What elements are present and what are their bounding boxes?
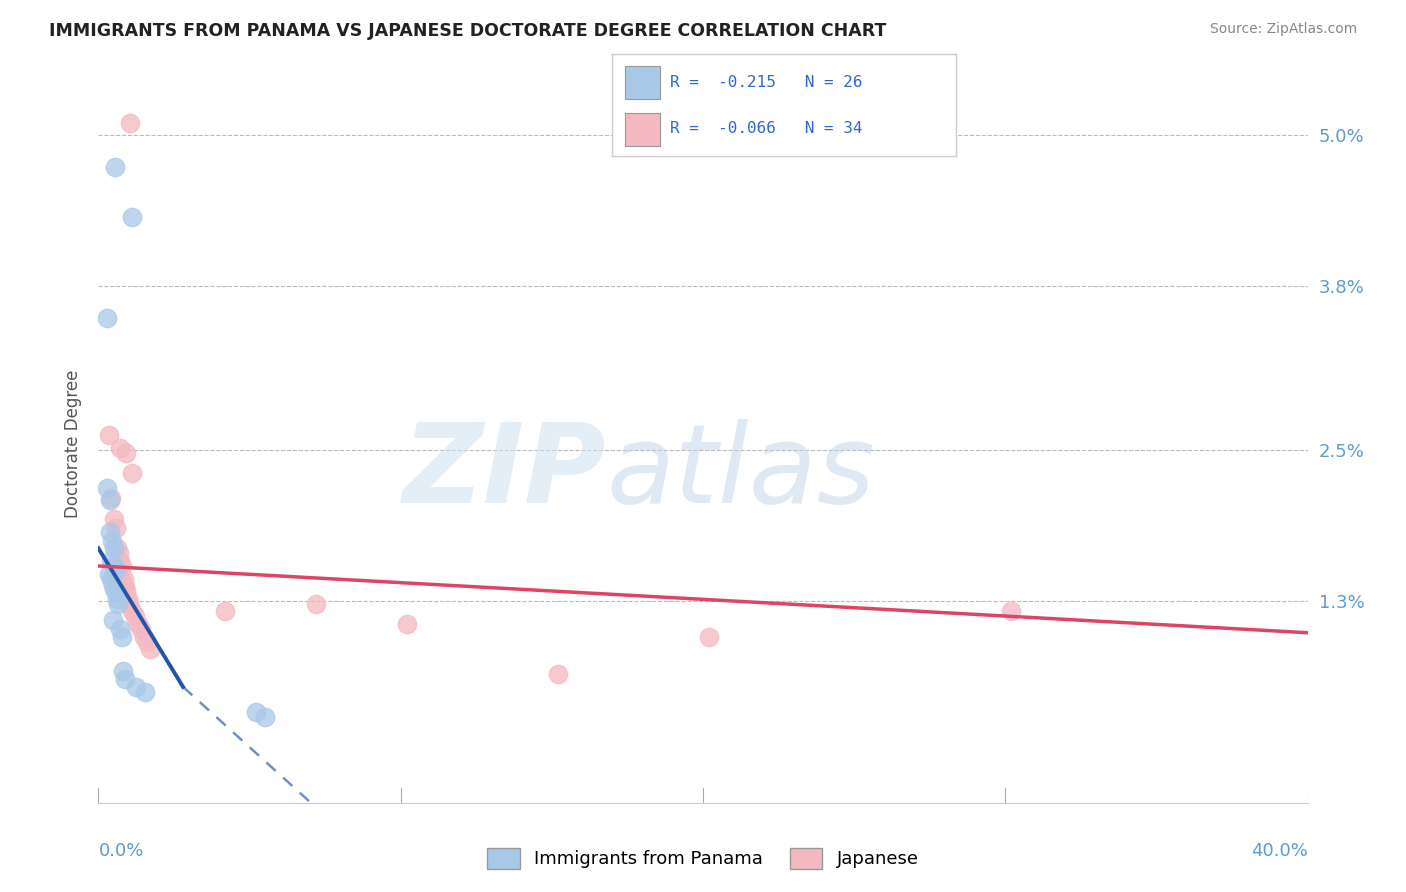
Text: IMMIGRANTS FROM PANAMA VS JAPANESE DOCTORATE DEGREE CORRELATION CHART: IMMIGRANTS FROM PANAMA VS JAPANESE DOCTO… [49,22,887,40]
Point [121,604,143,618]
Point [305,597,328,611]
Point [105,566,128,581]
Point [103,541,125,556]
Point [121,466,143,480]
Point [108,546,131,560]
Point [103,558,125,573]
Point [139,642,162,657]
Point [104,521,127,535]
Point [103,512,125,526]
Point [111,558,134,573]
Point [117,591,139,606]
Point [98,524,121,539]
Legend: Immigrants from Panama, Japanese: Immigrants from Panama, Japanese [479,840,927,876]
Point [96,310,118,325]
Point [121,210,143,224]
Point [120,115,142,129]
Point [107,597,129,611]
Text: ZIP: ZIP [402,419,606,526]
Point [108,622,131,636]
Point [105,541,128,556]
Point [395,616,418,631]
Point [115,445,138,459]
Point [105,591,128,606]
Point [114,579,136,593]
Point [134,685,156,699]
Point [103,558,125,573]
Point [101,579,124,593]
Point [115,584,138,599]
Point [547,667,569,681]
Point [104,584,127,599]
Point [253,710,276,724]
Point [104,563,127,577]
Y-axis label: Doctorate Degree: Doctorate Degree [63,369,82,518]
Point [112,579,135,593]
Point [96,481,118,495]
Text: 0.0%: 0.0% [98,842,143,860]
Point [108,441,131,455]
Point [1000,604,1022,618]
Point [214,604,236,618]
Point [101,533,124,548]
Text: R =  -0.066   N = 34: R = -0.066 N = 34 [671,121,863,136]
Point [134,630,156,644]
Text: 40.0%: 40.0% [1251,842,1308,860]
Point [100,572,122,586]
Point [112,664,135,678]
Point [127,616,149,631]
Point [136,634,159,648]
Point [245,705,267,719]
Text: atlas: atlas [606,419,875,526]
Point [98,493,121,508]
Point [131,622,153,636]
Point [112,572,135,586]
Point [101,613,124,627]
Point [100,491,122,505]
Point [125,680,148,694]
Point [124,609,146,624]
Point [104,160,127,174]
Point [118,597,141,611]
Text: R =  -0.215   N = 26: R = -0.215 N = 26 [671,75,863,90]
Point [108,554,131,568]
Point [114,673,136,687]
Point [697,630,720,644]
Point [111,630,134,644]
Bar [626,113,659,145]
Text: Source: ZipAtlas.com: Source: ZipAtlas.com [1209,22,1357,37]
Point [100,554,122,568]
Point [108,572,131,586]
Point [98,566,121,581]
Bar [626,66,659,99]
Point [98,428,121,442]
